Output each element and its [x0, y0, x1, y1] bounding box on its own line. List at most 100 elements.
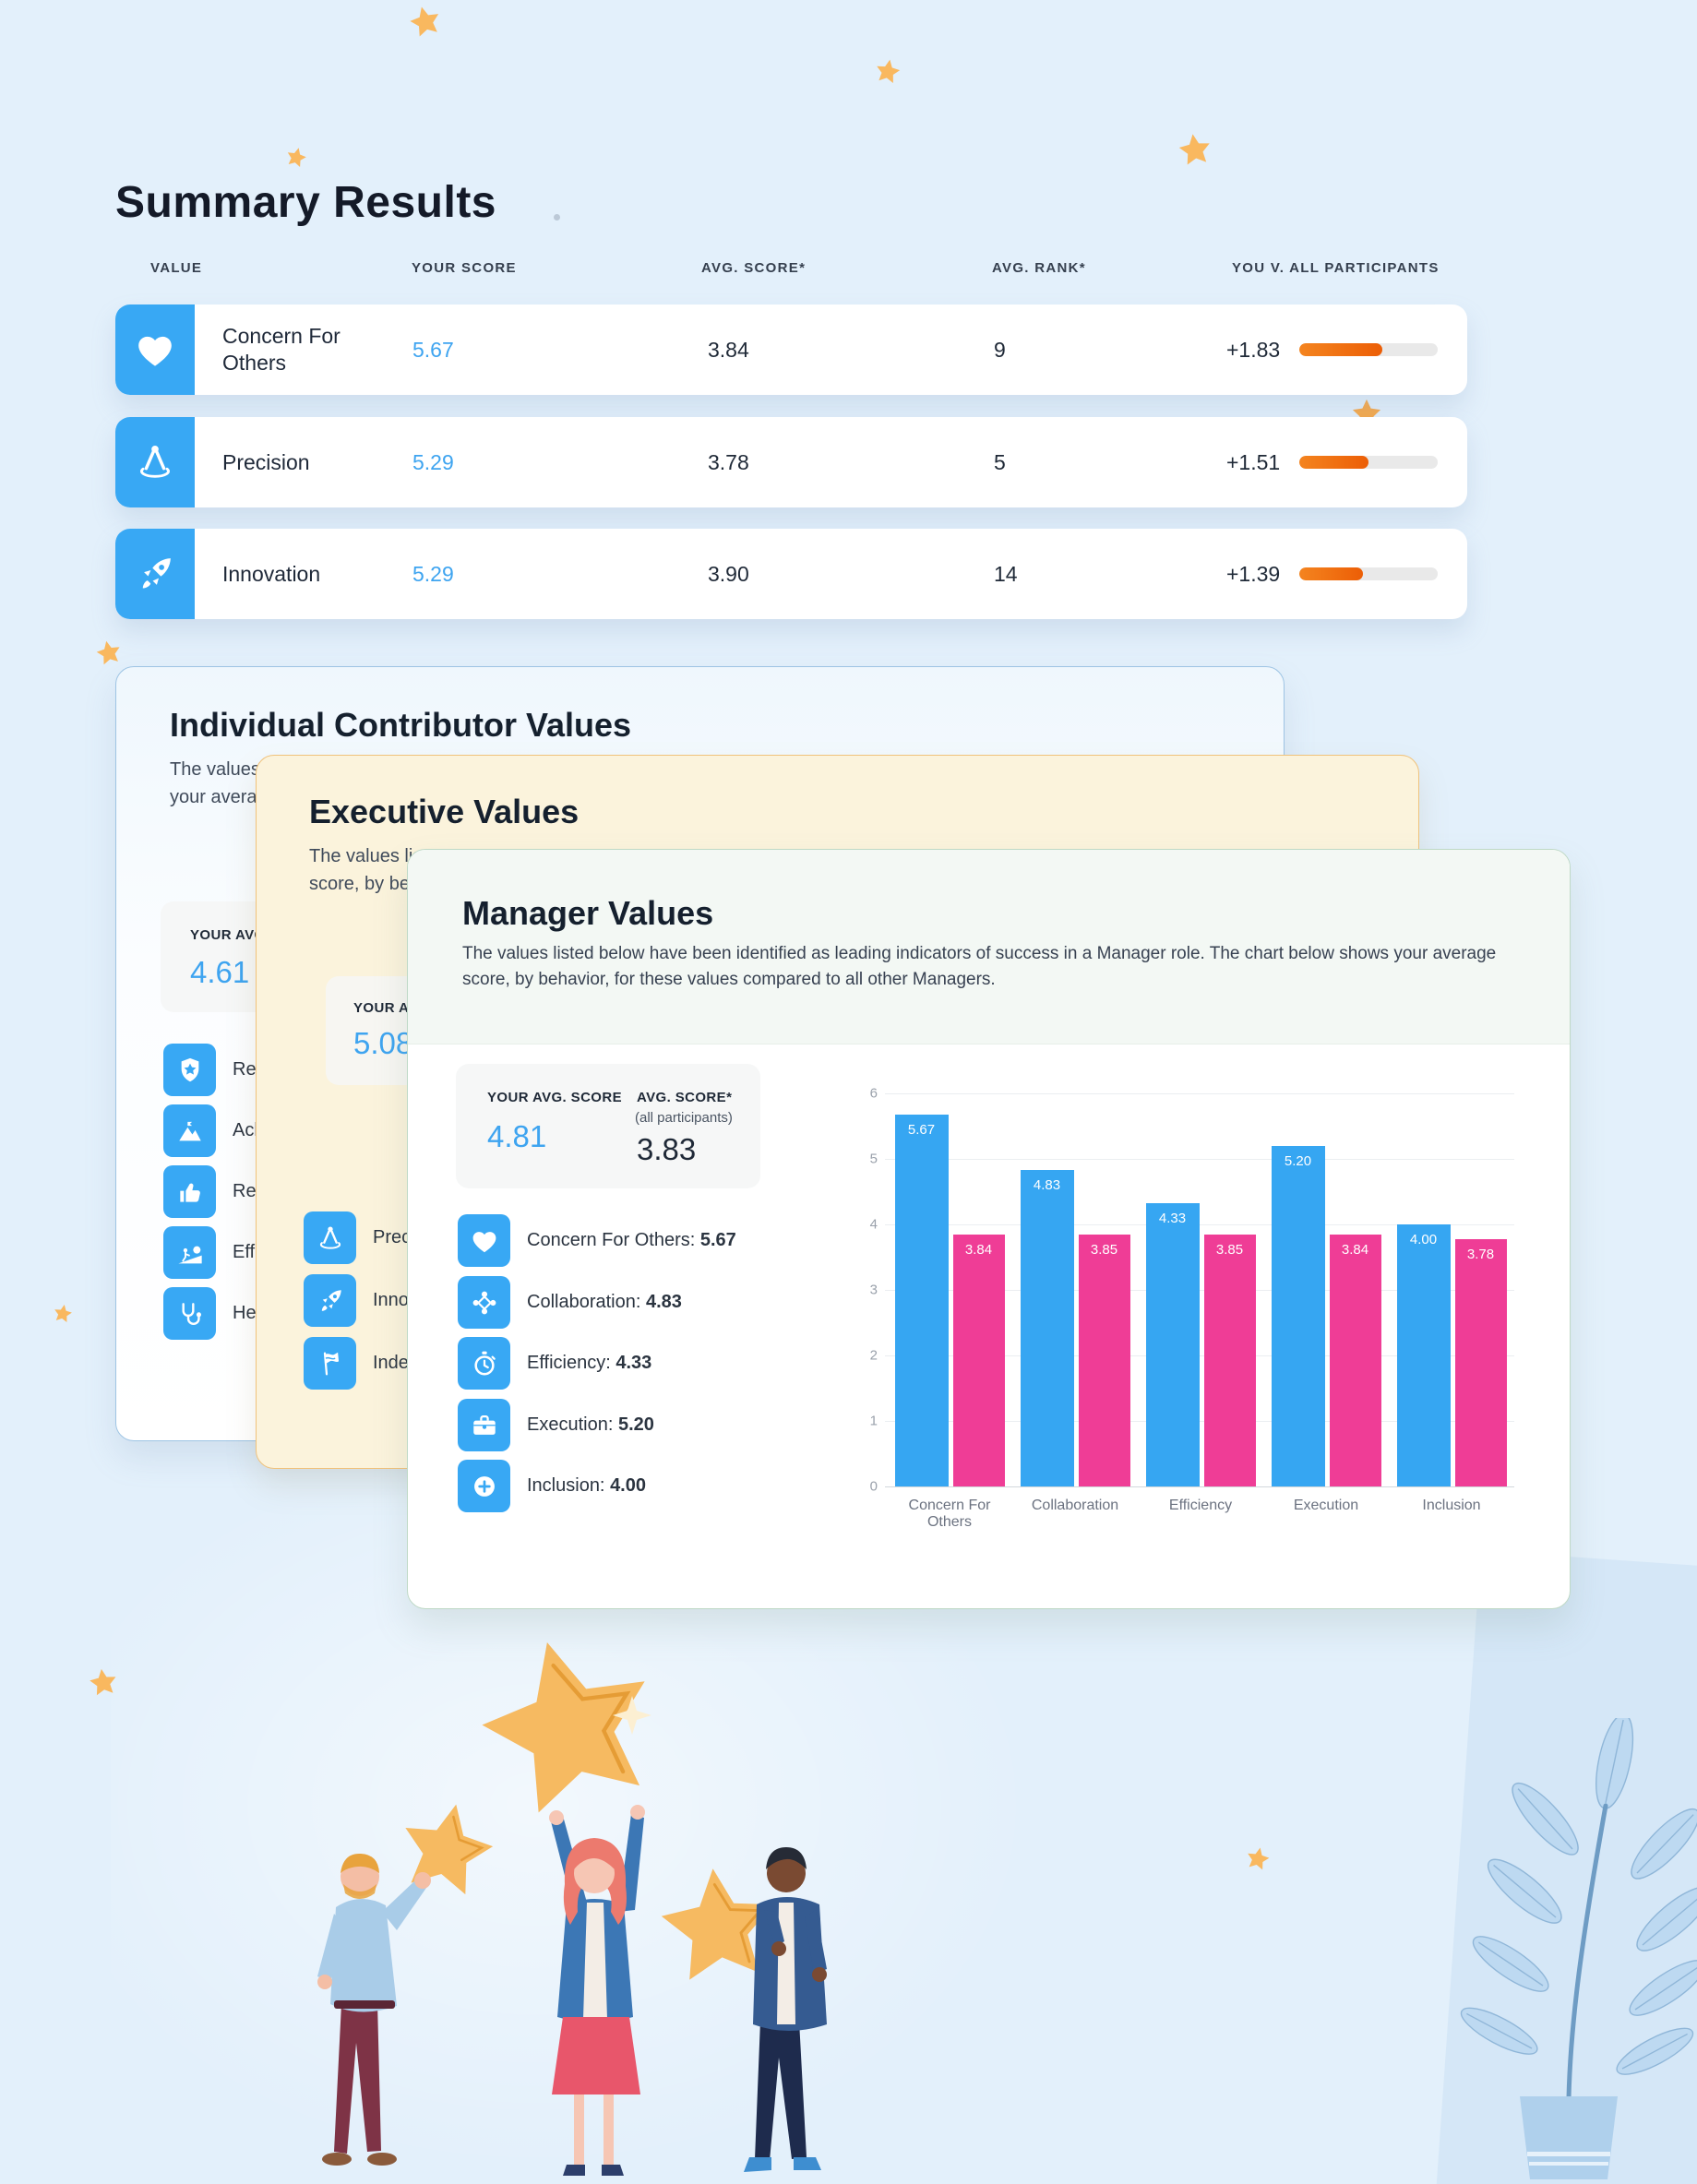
- avg-rank: 5: [994, 449, 1006, 474]
- chart-bar-value-label: 3.85: [1090, 1241, 1118, 1258]
- chart-gridline: [885, 1159, 1514, 1160]
- chart-gridline: [885, 1486, 1514, 1487]
- chart-bar-group: 4.33 3.85: [1138, 1202, 1263, 1486]
- value-name: Innovation: [222, 561, 321, 586]
- chart-bar-value-label: 4.33: [1158, 1210, 1187, 1226]
- chart-bar: 5.67: [894, 1115, 949, 1486]
- chart-category-label: Efficiency: [1168, 1498, 1233, 1513]
- table-row: Concern For Others 5.67 3.84 9 +1.83: [115, 304, 1467, 395]
- list-item: Ach: [163, 1104, 264, 1157]
- chart-gridline: [885, 1421, 1514, 1422]
- avg-score-sublabel: (all participants): [635, 1110, 733, 1126]
- card-title: Manager Values: [462, 894, 714, 932]
- list-item: Inno: [304, 1274, 409, 1327]
- chart-y-tick-label: 3: [869, 1282, 878, 1298]
- chart-bar-value-label: 5.20: [1284, 1152, 1312, 1169]
- chart-category-labels: Concern For Others Collaboration Efficienc…: [887, 1498, 1514, 1531]
- legend-item: Collaboration: 4.83: [458, 1276, 682, 1329]
- manager-values-bar-chart: 0 1 2 3 4 5 6 5.67 3.84 4.83 3.85 4.33 3.85 5.20 3.84 4…: [859, 1080, 1525, 1530]
- thumbs-up-icon: [163, 1165, 216, 1218]
- card-description: score, by behavior, for these values com…: [462, 970, 996, 989]
- your-score: 5.67: [412, 337, 454, 362]
- heart-icon: [458, 1214, 510, 1267]
- legend-item: Efficiency: 4.33: [458, 1337, 651, 1390]
- chart-bar: 4.83: [1020, 1170, 1074, 1486]
- chart-bar-value-label: 4.00: [1409, 1232, 1438, 1247]
- list-item: He: [163, 1287, 257, 1340]
- delta-value: +1.83: [1226, 337, 1281, 362]
- heart-icon: [115, 304, 195, 395]
- list-item: Prec: [304, 1211, 411, 1264]
- card-description: The values lis: [309, 846, 423, 866]
- card-header-strip: [408, 850, 1570, 1044]
- card-description: your averag: [170, 787, 268, 807]
- avg-score: 3.90: [708, 561, 749, 586]
- your-score: 5.29: [412, 449, 454, 474]
- chart-bar: 3.78: [1454, 1238, 1507, 1486]
- title-dot: [554, 214, 560, 221]
- list-item-label: He: [233, 1303, 257, 1323]
- decor-star-icon: [91, 636, 126, 671]
- avg-score-value: 4.61: [190, 955, 250, 989]
- delta-progress-bar: [1299, 304, 1438, 395]
- page-title: Summary Results: [115, 178, 496, 227]
- column-header-avg-score: AVG. SCORE*: [701, 260, 807, 276]
- table-row: Innovation 5.29 3.90 14 +1.39: [115, 529, 1467, 619]
- chart-bar-value-label: 3.84: [964, 1242, 993, 1259]
- decor-star-icon: [870, 54, 904, 89]
- value-name: Concern For Others: [222, 324, 341, 375]
- legend-item: Concern For Others: 5.67: [458, 1214, 736, 1267]
- chart-y-tick-label: 1: [869, 1413, 878, 1429]
- your-avg-score-value: 4.81: [487, 1119, 547, 1153]
- people-stars-illustration: [317, 1642, 827, 2176]
- decor-star-icon: [281, 143, 311, 173]
- card-title: Executive Values: [309, 793, 580, 830]
- collaboration-icon: [458, 1276, 510, 1329]
- chart-y-tick-label: 4: [869, 1216, 878, 1233]
- chart-y-tick-label: 0: [869, 1478, 878, 1495]
- manager-values-card: Manager Values The values listed below h…: [407, 849, 1571, 1609]
- avg-score-label: AVG. SCORE*: [637, 1090, 733, 1105]
- legend-item-label: Collaboration: 4.83: [527, 1292, 682, 1312]
- chart-category-label: Inclusion: [1422, 1498, 1481, 1513]
- column-header-you-v-all: YOU V. ALL PARTICIPANTS: [1232, 260, 1440, 276]
- legend-item-label: Concern For Others: 5.67: [527, 1230, 736, 1250]
- legend-item-label: Efficiency: 4.33: [527, 1353, 652, 1373]
- avg-score-value: 5.08: [353, 1026, 413, 1060]
- achievement-icon: [163, 1104, 216, 1157]
- plant-illustration: [1460, 1718, 1697, 2179]
- avg-score-value: 3.83: [637, 1132, 697, 1166]
- flag-icon: [304, 1337, 356, 1390]
- chart-bar: 4.00: [1396, 1224, 1451, 1486]
- table-row: Precision 5.29 3.78 5 +1.51: [115, 417, 1467, 507]
- card-description: score, by beh: [309, 874, 421, 894]
- column-header-value: VALUE: [150, 260, 203, 276]
- chart-bar: 3.84: [1329, 1235, 1381, 1486]
- chart-bar-group: 4.00 3.78: [1389, 1224, 1514, 1486]
- chart-category-label: Collaboration: [1031, 1498, 1119, 1513]
- chart-bars: 5.67 3.84 4.83 3.85 4.33 3.85 5.20 3.84 4.00 3.78: [887, 1093, 1514, 1486]
- rocket-icon: [304, 1274, 356, 1327]
- chart-y-tick-label: 5: [869, 1151, 878, 1167]
- card-title: Individual Contributor Values: [170, 706, 632, 744]
- rocket-icon: [115, 529, 195, 619]
- chart-gridline: [885, 1093, 1514, 1094]
- legend-item: Inclusion: 4.00: [458, 1460, 646, 1512]
- list-item-label: Inno: [373, 1290, 409, 1310]
- avg-rank: 14: [994, 561, 1018, 586]
- legend-item-label: Inclusion: 4.00: [527, 1475, 646, 1496]
- delta-progress-bar: [1299, 529, 1438, 619]
- delta-progress-bar: [1299, 417, 1438, 507]
- badge-star-icon: [163, 1044, 216, 1096]
- chart-bar-value-label: 3.85: [1215, 1241, 1244, 1258]
- your-score: 5.29: [412, 561, 454, 586]
- chart-bar-group: 4.83 3.85: [1012, 1170, 1138, 1486]
- chart-bar-value-label: 5.67: [907, 1122, 936, 1139]
- chart-bar: 5.20: [1271, 1145, 1325, 1486]
- chart-bar: 3.85: [1203, 1234, 1256, 1486]
- avg-score-box: YOUR AVG. SCORE 4.81 AVG. SCORE* (all pa…: [456, 1064, 760, 1188]
- avg-score: 3.84: [708, 337, 749, 362]
- delta-value: +1.51: [1226, 449, 1281, 474]
- chart-bar-value-label: 4.83: [1033, 1177, 1061, 1194]
